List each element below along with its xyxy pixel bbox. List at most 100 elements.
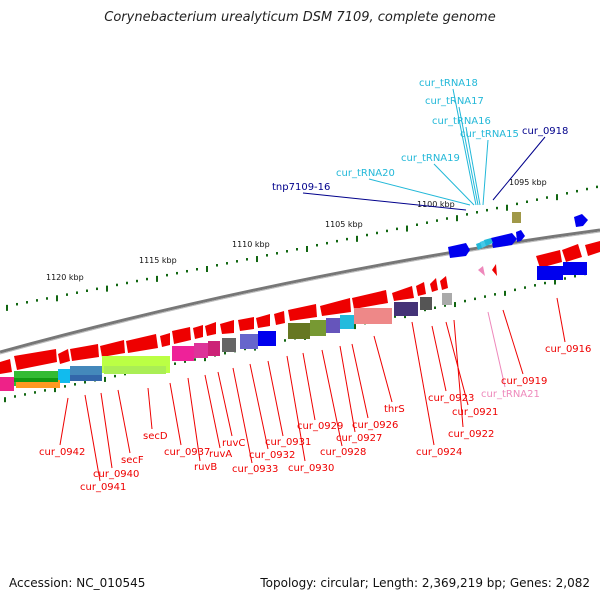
scale-tick xyxy=(276,252,278,255)
gene-ruvA[interactable] xyxy=(172,327,191,344)
leader-line xyxy=(302,352,316,421)
leader-line xyxy=(59,397,69,446)
gene-reverse-r1[interactable] xyxy=(536,250,562,268)
gene-reverse-r6[interactable] xyxy=(492,264,497,276)
label-cur-0932: cur_0932 xyxy=(249,450,295,461)
label-cur-0926: cur_0926 xyxy=(352,420,398,431)
category-band-1 xyxy=(0,293,452,391)
scale-tick xyxy=(484,295,486,298)
gene-thrS[interactable] xyxy=(352,290,388,309)
label-cur-trna21: cur_tRNA21 xyxy=(481,389,540,400)
leader-line xyxy=(373,335,393,403)
gene-0927[interactable] xyxy=(320,298,351,316)
scale-tick xyxy=(454,302,456,308)
gene-0929[interactable] xyxy=(274,311,285,325)
label-cur-trna15: cur_tRNA15 xyxy=(460,129,519,140)
gene-0928[interactable] xyxy=(288,304,317,321)
scale-tick xyxy=(56,295,58,302)
cat-block-magenta-2 xyxy=(208,341,220,356)
gene-reverse-r3[interactable] xyxy=(585,241,600,256)
gene-0924[interactable] xyxy=(392,286,414,301)
gene-0932[interactable] xyxy=(220,320,234,334)
gene-0937[interactable] xyxy=(126,334,158,353)
scale-tick xyxy=(236,260,238,263)
scale-tick xyxy=(296,248,298,251)
label-cur-trna20: cur_tRNA20 xyxy=(336,168,395,179)
gene-0933[interactable] xyxy=(205,322,216,336)
kbp-label-1100: 1100 kbp xyxy=(417,200,455,209)
label-cur-trna17: cur_tRNA17 xyxy=(425,96,484,107)
gene-ruvB[interactable] xyxy=(160,333,170,347)
scale-tick xyxy=(24,393,26,396)
label-cur-0927: cur_0927 xyxy=(336,433,382,444)
scale-tick xyxy=(116,283,118,287)
gene-reverse-r4[interactable] xyxy=(537,266,563,280)
kbp-label-1120: 1120 kbp xyxy=(46,273,84,282)
gene-reverse-r5[interactable] xyxy=(563,262,587,275)
cat-block-grey-2 xyxy=(420,297,432,310)
gene-0931[interactable] xyxy=(238,317,254,331)
trna-forward-3[interactable] xyxy=(484,238,493,246)
scale-tick xyxy=(306,245,308,252)
label-cur-trna19: cur_tRNA19 xyxy=(401,153,460,164)
accession-text: Accession: NC_010545 xyxy=(9,576,146,590)
gene-secF[interactable] xyxy=(70,344,99,361)
scale-tick xyxy=(126,281,128,285)
label-cur-0933: cur_0933 xyxy=(232,464,278,475)
gene-0930[interactable] xyxy=(256,314,270,328)
gene-0922[interactable] xyxy=(440,276,448,290)
scale-tick xyxy=(416,223,418,226)
scale-tick xyxy=(136,279,138,283)
scale-tick xyxy=(394,315,396,318)
gene-forward-3[interactable] xyxy=(516,230,525,242)
scale-tick xyxy=(354,324,356,330)
scale-tick xyxy=(174,362,176,365)
gene-0941[interactable] xyxy=(14,349,57,370)
leader-line xyxy=(249,363,269,450)
gene-0923[interactable] xyxy=(416,282,426,296)
gene-secD[interactable] xyxy=(100,340,125,357)
scale-tick xyxy=(284,339,286,342)
gene-forward-5[interactable] xyxy=(512,212,521,223)
cat-block-green-2 xyxy=(14,378,58,382)
scale-tick xyxy=(426,221,428,224)
gene-forward-4[interactable] xyxy=(574,214,588,227)
scale-tick xyxy=(326,241,328,245)
genome-title: Corynebacterium urealyticum DSM 7109, co… xyxy=(104,10,496,25)
leader-line xyxy=(411,321,435,446)
cat-block-grey-3 xyxy=(442,293,452,305)
gene-forward-2[interactable] xyxy=(491,233,517,248)
leader-line xyxy=(502,309,524,375)
scale-tick xyxy=(544,281,546,285)
scale-tick xyxy=(494,293,496,296)
scale-tick xyxy=(586,187,588,191)
gene-forward-1[interactable] xyxy=(448,243,470,258)
scale-tick xyxy=(486,208,488,212)
scale-tick xyxy=(474,297,476,301)
kbp-label-1105: 1105 kbp xyxy=(325,220,363,229)
cat-block-steel-2 xyxy=(70,375,102,381)
label-ruvb: ruvB xyxy=(194,462,217,473)
kbp-label-1095: 1095 kbp xyxy=(509,178,547,187)
scale-tick xyxy=(464,299,466,303)
cat-block-cyan-2 xyxy=(340,315,354,329)
leader-line xyxy=(169,382,182,446)
cat-block-pink-1 xyxy=(172,346,194,361)
scale-tick xyxy=(66,293,68,296)
gene-ruvC[interactable] xyxy=(193,325,203,339)
genome-backbone xyxy=(0,228,600,354)
cat-block-olive-2 xyxy=(310,320,326,336)
gene-0942[interactable] xyxy=(0,359,12,374)
leader-line xyxy=(204,374,221,449)
scale-tick xyxy=(536,198,538,201)
scale-tick xyxy=(376,231,378,235)
gene-0940[interactable] xyxy=(58,349,70,364)
label-cur-0922: cur_0922 xyxy=(448,429,494,440)
kbp-label-1115: 1115 kbp xyxy=(139,256,177,265)
gene-reverse-r2[interactable] xyxy=(562,244,582,262)
label-cur-0931: cur_0931 xyxy=(265,437,311,448)
gene-0921[interactable] xyxy=(430,278,438,292)
trna-reverse-1[interactable] xyxy=(478,266,485,276)
label-cur-0923: cur_0923 xyxy=(428,393,474,404)
